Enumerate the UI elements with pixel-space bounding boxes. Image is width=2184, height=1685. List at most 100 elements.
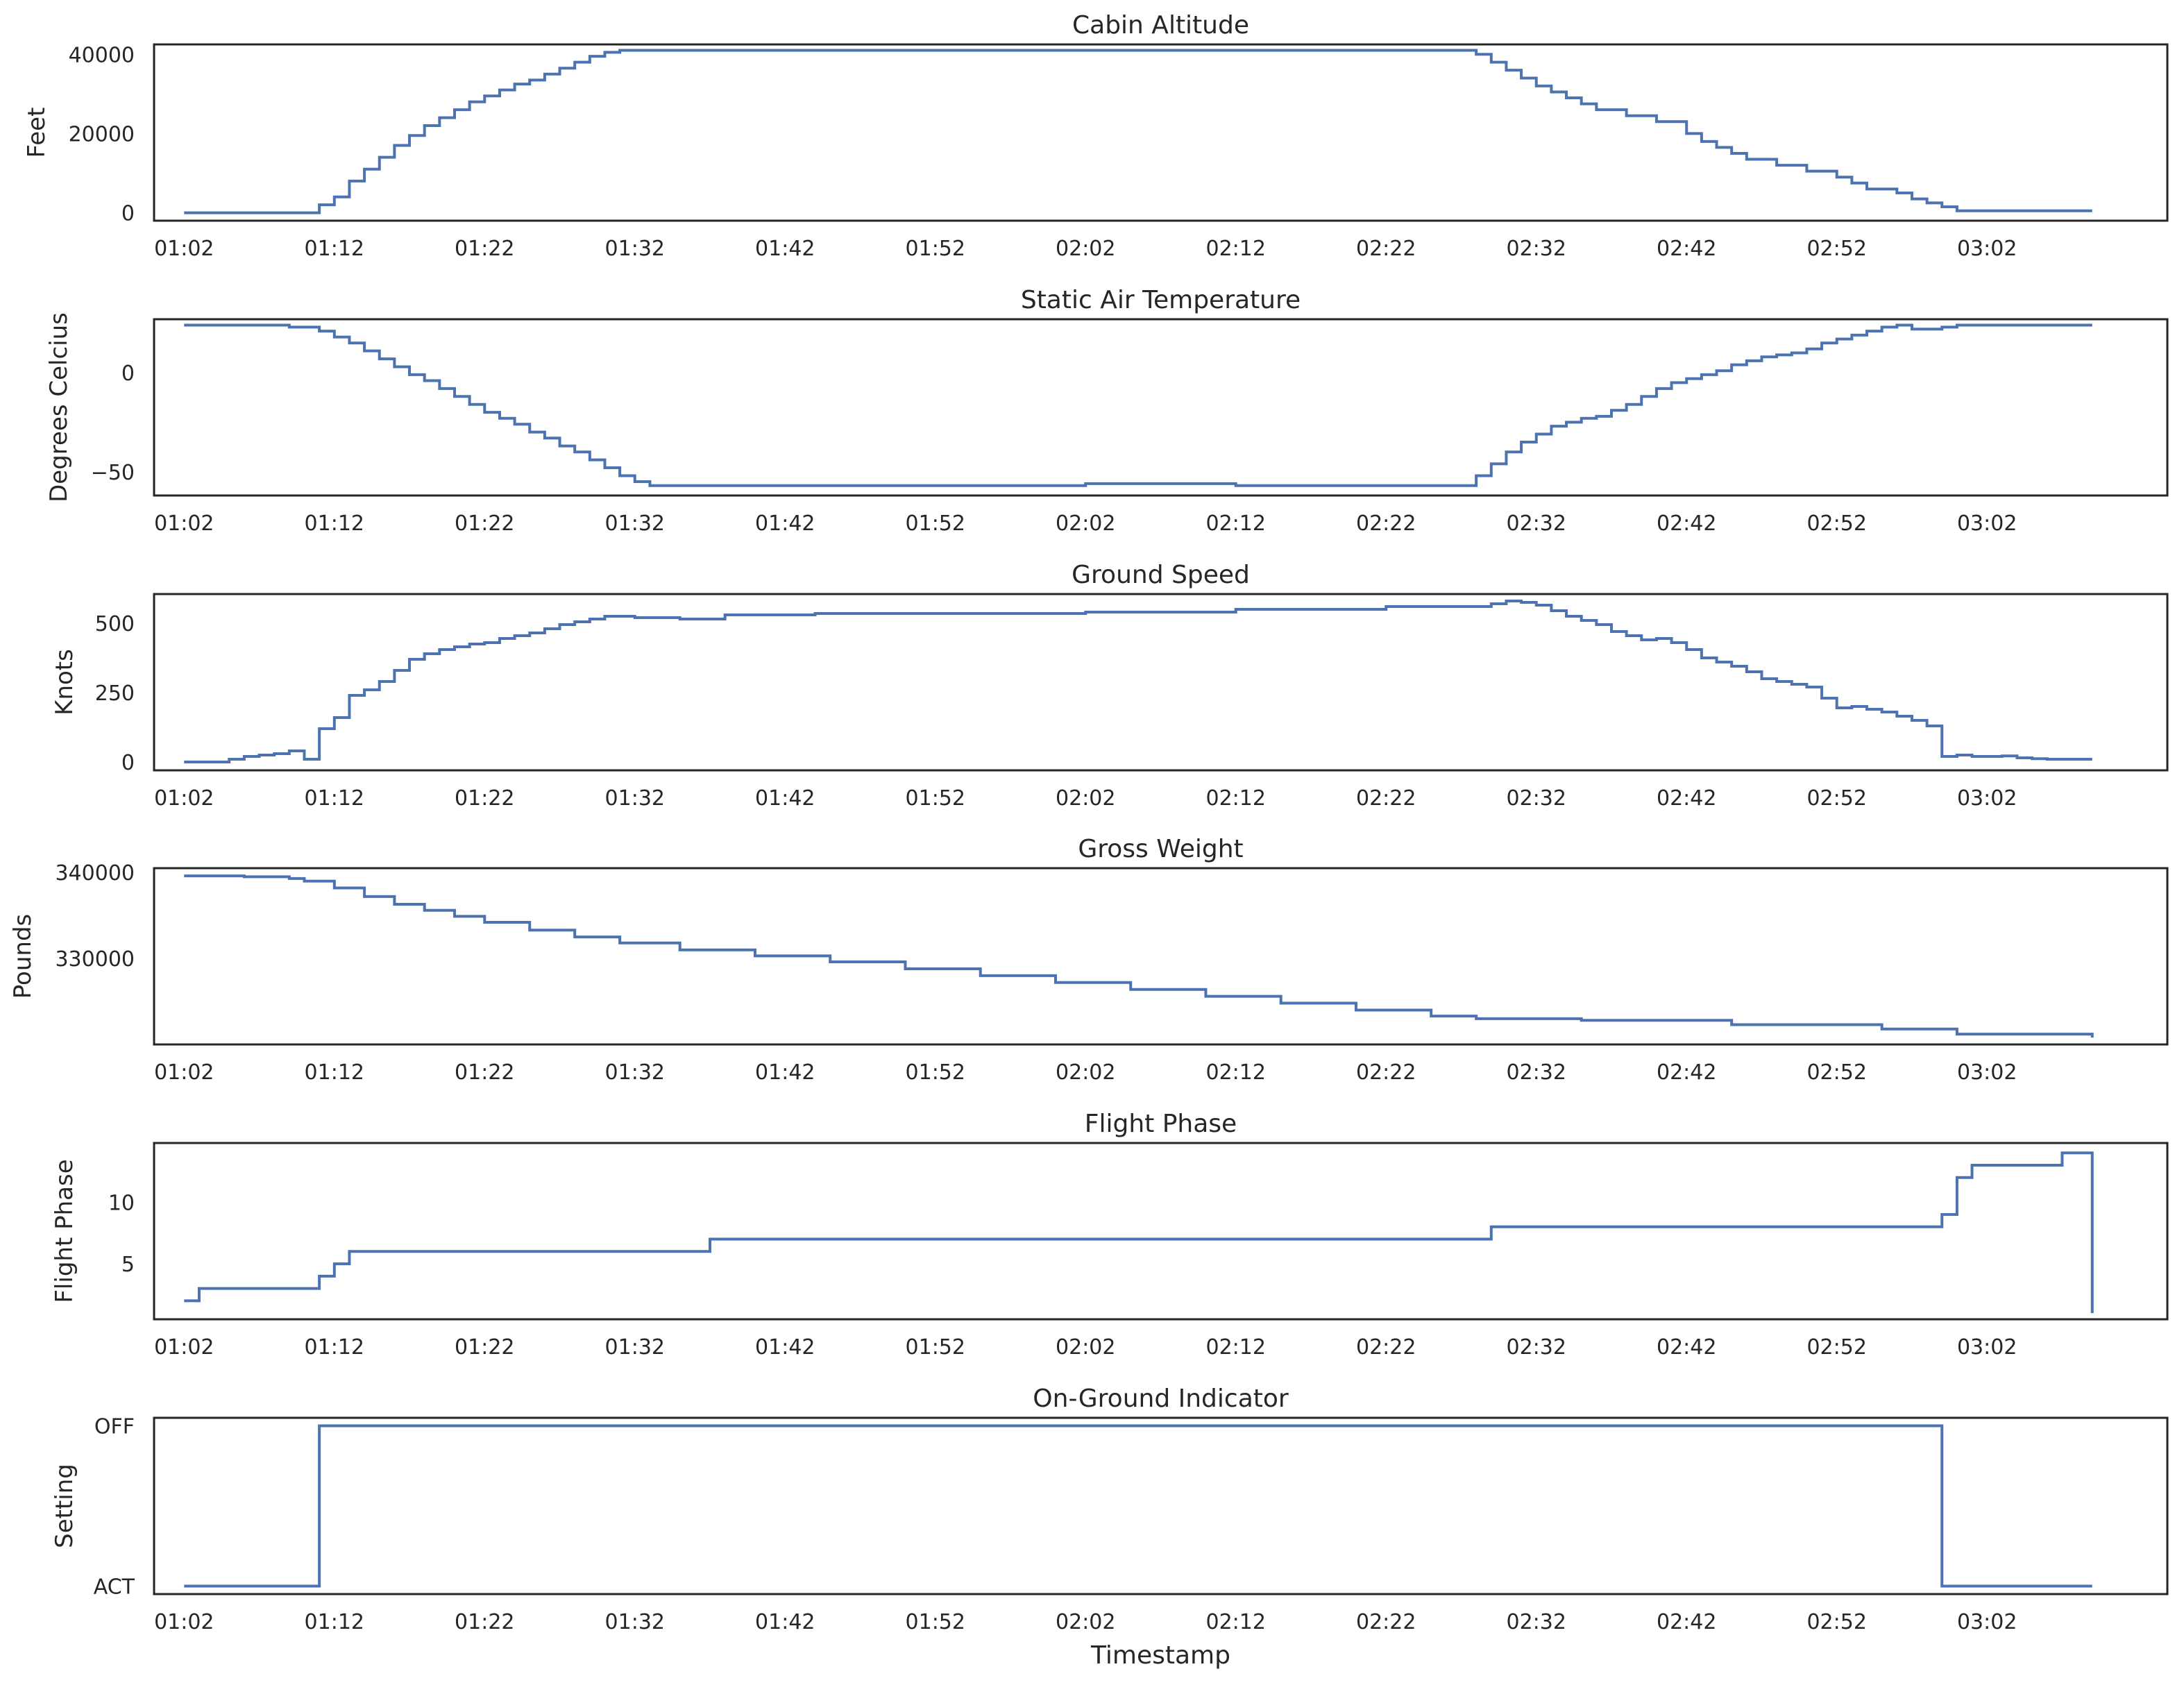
y-tick-label: OFF (94, 1415, 135, 1439)
x-tick-label: 01:02 (154, 1060, 214, 1085)
x-tick-label: 01:02 (154, 786, 214, 811)
x-tick-label: 02:12 (1206, 1335, 1266, 1360)
series-line (184, 1424, 2092, 1588)
series-line (184, 600, 2092, 763)
x-tick-label: 02:22 (1356, 1060, 1416, 1085)
x-tick-label: 01:22 (455, 786, 514, 811)
x-tick-label: 01:32 (605, 237, 665, 261)
plot-frame (153, 43, 2169, 222)
x-tick-label: 03:02 (1957, 511, 2017, 536)
x-tick-label: 01:32 (605, 1335, 665, 1360)
x-tick-label: 02:12 (1206, 786, 1266, 811)
series-line (184, 874, 2094, 1038)
y-tick-label: 40000 (69, 43, 135, 67)
y-tick-label: 10 (108, 1191, 135, 1215)
y-tick-label: 5 (121, 1253, 135, 1277)
x-tick-label: 01:12 (305, 1060, 364, 1085)
series-line (184, 323, 2092, 487)
y-axis-label: Knots (51, 649, 78, 716)
x-tick-label: 01:42 (755, 511, 815, 536)
x-tick-label: 01:12 (305, 1335, 364, 1360)
x-tick-label: 02:52 (1806, 511, 1866, 536)
x-tick-label: 01:02 (154, 511, 214, 536)
x-tick-label: 01:02 (154, 1335, 214, 1360)
x-tick-label: 02:32 (1506, 237, 1566, 261)
x-tick-label: 01:52 (906, 1335, 965, 1360)
y-tick-label: 20000 (69, 122, 135, 146)
x-tick-label: 01:02 (154, 1610, 214, 1634)
x-tick-label: 01:12 (305, 786, 364, 811)
x-tick-label: 02:02 (1056, 511, 1115, 536)
y-tick-label: 0 (121, 202, 135, 226)
x-tick-label: 02:22 (1356, 1610, 1416, 1634)
x-tick-label: 03:02 (1957, 1060, 2017, 1085)
x-tick-label: 01:02 (154, 237, 214, 261)
subplot-title: Static Air Temperature (1021, 286, 1301, 314)
x-tick-label: 01:52 (906, 237, 965, 261)
y-tick-label: ACT (94, 1575, 135, 1599)
x-tick-label: 02:12 (1206, 1610, 1266, 1634)
y-axis-label: Setting (51, 1464, 78, 1548)
x-tick-label: 01:52 (906, 786, 965, 811)
x-tick-label: 03:02 (1957, 1610, 2017, 1634)
series-line (184, 1151, 2094, 1314)
x-tick-label: 02:32 (1506, 786, 1566, 811)
x-tick-label: 01:32 (605, 786, 665, 811)
x-tick-label: 02:02 (1056, 786, 1115, 811)
y-tick-label: 0 (121, 362, 135, 386)
x-tick-label: 01:22 (455, 1335, 514, 1360)
x-tick-label: 01:22 (455, 1610, 514, 1634)
x-tick-label: 02:12 (1206, 511, 1266, 536)
x-tick-label: 01:52 (906, 511, 965, 536)
subplot-title: Flight Phase (1085, 1110, 1237, 1138)
x-tick-label: 01:12 (305, 511, 364, 536)
x-tick-label: 02:32 (1506, 1335, 1566, 1360)
x-tick-label: 01:32 (605, 1610, 665, 1634)
x-tick-label: 01:22 (455, 511, 514, 536)
x-tick-label: 02:02 (1056, 237, 1115, 261)
x-tick-label: 03:02 (1957, 237, 2017, 261)
y-tick-label: 500 (95, 612, 135, 636)
x-tick-label: 03:02 (1957, 1335, 2017, 1360)
plot-frame (153, 867, 2169, 1046)
y-axis-label: Degrees Celcius (45, 312, 73, 502)
x-tick-label: 02:52 (1806, 237, 1866, 261)
x-tick-label: 01:32 (605, 511, 665, 536)
x-tick-label: 01:22 (455, 237, 514, 261)
x-tick-label: 02:12 (1206, 237, 1266, 261)
x-tick-label: 02:42 (1657, 1060, 1716, 1085)
x-tick-label: 02:22 (1356, 511, 1416, 536)
y-tick-label: 330000 (55, 947, 135, 972)
x-tick-label: 02:42 (1657, 237, 1716, 261)
x-tick-label: 02:42 (1657, 786, 1716, 811)
x-tick-label: 01:42 (755, 237, 815, 261)
x-tick-label: 01:22 (455, 1060, 514, 1085)
x-tick-label: 01:42 (755, 1060, 815, 1085)
x-tick-label: 02:32 (1506, 1610, 1566, 1634)
subplot-title: On-Ground Indicator (1033, 1385, 1289, 1413)
x-tick-label: 01:42 (755, 1610, 815, 1634)
x-tick-label: 02:02 (1056, 1060, 1115, 1085)
x-tick-label: 02:42 (1657, 1610, 1716, 1634)
x-tick-label: 02:42 (1657, 511, 1716, 536)
x-tick-label: 03:02 (1957, 786, 2017, 811)
subplot-title: Gross Weight (1078, 835, 1243, 863)
x-tick-label: 01:52 (906, 1060, 965, 1085)
x-tick-label: 02:22 (1356, 237, 1416, 261)
x-tick-label: 02:22 (1356, 786, 1416, 811)
x-tick-label: 02:02 (1056, 1335, 1115, 1360)
plot-frame (153, 1142, 2169, 1321)
subplot-title: Ground Speed (1072, 561, 1250, 589)
x-tick-label: 01:32 (605, 1060, 665, 1085)
x-tick-label: 02:52 (1806, 786, 1866, 811)
x-tick-label: 02:22 (1356, 1335, 1416, 1360)
x-tick-label: 02:42 (1657, 1335, 1716, 1360)
y-axis-label: Pounds (9, 914, 37, 999)
x-tick-label: 02:52 (1806, 1335, 1866, 1360)
x-tick-label: 02:52 (1806, 1060, 1866, 1085)
plot-frame (153, 1416, 2169, 1595)
x-axis-label: Timestamp (1090, 1641, 1230, 1670)
plot-frame (153, 318, 2169, 497)
x-tick-label: 02:12 (1206, 1060, 1266, 1085)
